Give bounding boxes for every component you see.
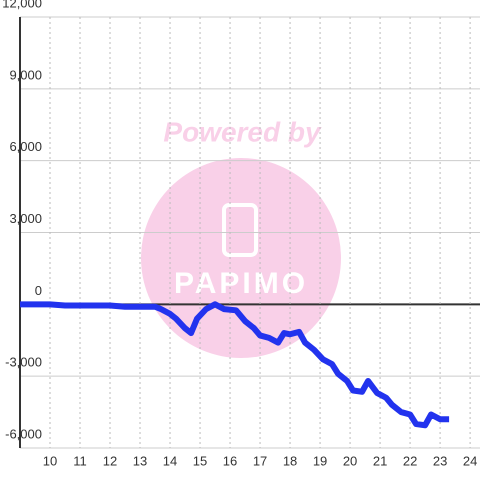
y-tick-label: -6,000 xyxy=(5,426,42,441)
watermark-logo xyxy=(141,158,341,358)
y-tick-label: 9,000 xyxy=(9,67,42,82)
x-tick-label: 12 xyxy=(103,453,117,468)
line-series xyxy=(20,301,450,429)
y-tick-label: -3,000 xyxy=(5,355,42,370)
x-tick-label: 10 xyxy=(43,453,57,468)
x-tick-label: 17 xyxy=(253,453,267,468)
x-tick-label: 15 xyxy=(193,453,207,468)
x-tick-label: 22 xyxy=(403,453,417,468)
y-tick-label: 12,000 xyxy=(2,0,42,10)
y-tick-label: 0 xyxy=(35,283,42,298)
watermark-icon xyxy=(222,203,258,257)
y-tick-label: 3,000 xyxy=(9,211,42,226)
x-tick-label: 20 xyxy=(343,453,357,468)
watermark-logo-text: PAPIMO xyxy=(174,267,308,300)
watermark-text: Powered by xyxy=(163,116,322,147)
x-tick-label: 16 xyxy=(223,453,237,468)
x-tick-label: 23 xyxy=(433,453,447,468)
x-tick-label: 18 xyxy=(283,453,297,468)
x-tick-label: 21 xyxy=(373,453,387,468)
y-tick-label: 6,000 xyxy=(9,139,42,154)
x-tick-label: 13 xyxy=(133,453,147,468)
x-tick-label: 24 xyxy=(463,453,477,468)
x-tick-label: 11 xyxy=(73,453,87,468)
x-tick-label: 14 xyxy=(163,453,177,468)
x-tick-label: 19 xyxy=(313,453,327,468)
